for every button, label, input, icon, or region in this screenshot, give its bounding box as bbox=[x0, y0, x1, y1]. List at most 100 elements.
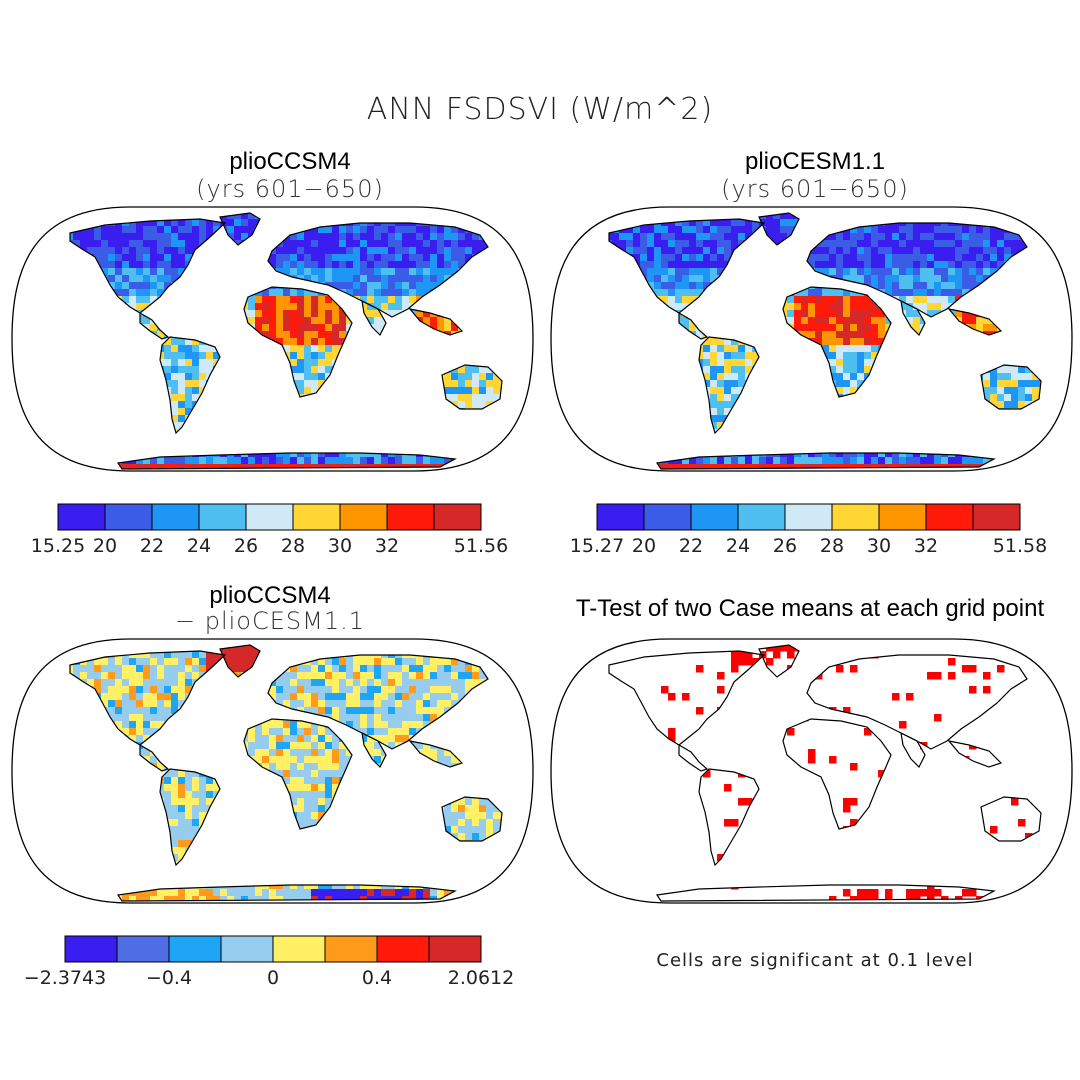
colorbar-box bbox=[925, 503, 974, 531]
colorbar-box bbox=[324, 935, 378, 963]
coastline-seAsia bbox=[947, 308, 1003, 336]
colorbar-tick-label: 22 bbox=[679, 535, 703, 557]
map-difference bbox=[11, 638, 534, 904]
map-ttest bbox=[550, 638, 1073, 904]
coastline-eurasia bbox=[267, 654, 489, 750]
coastline-africa bbox=[243, 286, 353, 398]
map-cesm11 bbox=[550, 206, 1073, 472]
coastline-southAmerica bbox=[159, 768, 221, 867]
coastline-northAmerica bbox=[608, 650, 766, 746]
colorbar-box bbox=[784, 503, 833, 531]
colorbar-box bbox=[386, 503, 435, 531]
coastline-australia bbox=[441, 796, 503, 842]
coastline-centralAmerica bbox=[678, 311, 709, 340]
coastline-southAmerica bbox=[698, 336, 760, 435]
map-outline bbox=[11, 638, 534, 904]
significance-note: Cells are significant at 0.1 level bbox=[656, 950, 974, 971]
coastline-antarctica bbox=[116, 884, 457, 902]
colorbar-tick-label: 15.27 bbox=[570, 535, 624, 557]
colorbar-tick-label: 26 bbox=[234, 535, 258, 557]
map-outline bbox=[11, 206, 534, 472]
colorbar-ccsm4: 15.25 20 22 24 26 28 30 32 51.56 bbox=[31, 503, 508, 557]
colorbar-tick-label: 2.0612 bbox=[448, 967, 514, 989]
coastline-india bbox=[900, 731, 926, 769]
colorbar-box bbox=[292, 503, 341, 531]
colorbar-tick-label: 32 bbox=[375, 535, 399, 557]
panel-title-diff: plioCCSM4 bbox=[209, 582, 331, 609]
coastline-greenland bbox=[219, 212, 261, 246]
panel-subtitle-cesm11: (yrs 601−650) bbox=[721, 175, 909, 203]
colorbar-box bbox=[690, 503, 739, 531]
colorbar-box bbox=[220, 935, 274, 963]
colorbar-tick-label: 0.4 bbox=[362, 967, 392, 989]
colorbar-tick-label: 30 bbox=[867, 535, 891, 557]
colorbar-tick-label: 24 bbox=[187, 535, 211, 557]
panel-title-cesm11: plioCESM1.1 bbox=[744, 148, 886, 175]
coastline-centralAmerica bbox=[678, 743, 709, 772]
colorbar-tick-label: 28 bbox=[281, 535, 305, 557]
colorbar-box bbox=[376, 935, 430, 963]
colorbar-tick-label: −2.3743 bbox=[24, 967, 106, 989]
coastline-greenland bbox=[219, 644, 261, 678]
coastline-africa bbox=[243, 718, 353, 830]
colorbar-box bbox=[972, 503, 1021, 531]
coastline-centralAmerica bbox=[139, 743, 170, 772]
coastline-northAmerica bbox=[69, 218, 227, 314]
coastline-australia bbox=[980, 796, 1042, 842]
colorbar-tick-label: −0.4 bbox=[146, 967, 192, 989]
coastline-antarctica bbox=[655, 452, 996, 470]
colorbar-box bbox=[272, 935, 326, 963]
colorbar-box bbox=[878, 503, 927, 531]
coastline-greenland bbox=[758, 212, 800, 246]
coastline-centralAmerica bbox=[139, 311, 170, 340]
panel-title-ttest: T-Test of two Case means at each grid po… bbox=[575, 595, 1045, 622]
coastline-eurasia bbox=[806, 222, 1028, 318]
map-ccsm4 bbox=[11, 206, 534, 472]
colorbar-tick-label: 24 bbox=[726, 535, 750, 557]
colorbar-tick-label: 20 bbox=[93, 535, 117, 557]
coastline-africa bbox=[782, 286, 892, 398]
colorbar-cesm11: 15.27 20 22 24 26 28 30 32 51.58 bbox=[570, 503, 1047, 557]
coastline-southAmerica bbox=[159, 336, 221, 435]
colorbar-tick-label: 22 bbox=[140, 535, 164, 557]
map-outline bbox=[550, 206, 1073, 472]
colorbar-box bbox=[116, 935, 170, 963]
coastline-eurasia bbox=[806, 654, 1028, 750]
figure-title: ANN FSDSVI (W/m^2) bbox=[366, 92, 714, 127]
coastline-eurasia bbox=[267, 222, 489, 318]
colorbar-tick-label: 51.58 bbox=[993, 535, 1047, 557]
coastline-seAsia bbox=[408, 308, 464, 336]
colorbar-box bbox=[198, 503, 247, 531]
colorbar-box bbox=[831, 503, 880, 531]
colorbar-tick-label: 20 bbox=[632, 535, 656, 557]
coastline-northAmerica bbox=[69, 650, 227, 746]
colorbar-tick-label: 26 bbox=[773, 535, 797, 557]
colorbar-box bbox=[737, 503, 786, 531]
colorbar-box bbox=[168, 935, 222, 963]
colorbar-tick-label: 32 bbox=[914, 535, 938, 557]
colorbar-box bbox=[104, 503, 153, 531]
coastline-seAsia bbox=[947, 740, 1003, 768]
colorbar-box bbox=[245, 503, 294, 531]
colorbar-box bbox=[339, 503, 388, 531]
panel-subtitle-diff: − plioCESM1.1 bbox=[174, 607, 366, 635]
colorbar-box bbox=[151, 503, 200, 531]
colorbar-box bbox=[433, 503, 482, 531]
map-outline bbox=[550, 638, 1073, 904]
colorbar-tick-label: 30 bbox=[328, 535, 352, 557]
colorbar-box bbox=[428, 935, 482, 963]
coastline-greenland bbox=[758, 644, 800, 678]
coastline-africa bbox=[782, 718, 892, 830]
coastline-india bbox=[900, 299, 926, 337]
colorbar-box bbox=[643, 503, 692, 531]
coastline-india bbox=[361, 299, 387, 337]
colorbar-tick-label: 15.25 bbox=[31, 535, 85, 557]
coastline-southAmerica bbox=[698, 768, 760, 867]
colorbar-tick-label: 0 bbox=[267, 967, 279, 989]
colorbar-tick-label: 28 bbox=[820, 535, 844, 557]
colorbar-difference: −2.3743 −0.4 0 0.4 2.0612 bbox=[24, 935, 514, 989]
coastline-antarctica bbox=[655, 884, 996, 902]
colorbar-tick-label: 51.56 bbox=[454, 535, 508, 557]
colorbar-box bbox=[64, 935, 118, 963]
coastline-india bbox=[361, 731, 387, 769]
